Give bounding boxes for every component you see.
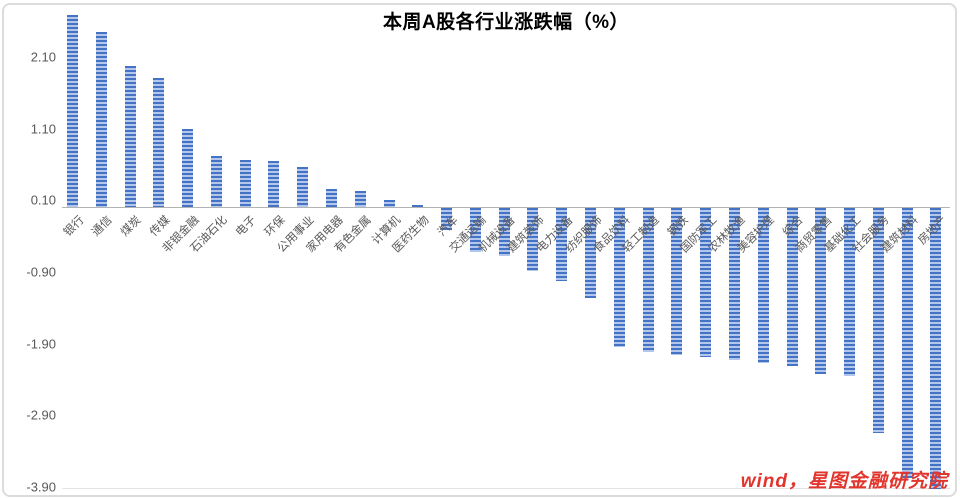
- category-label: 通信: [90, 214, 115, 239]
- bar: [613, 208, 625, 348]
- bar: [441, 208, 453, 230]
- y-axis-tick-label: 1.10: [30, 121, 56, 137]
- bar: [527, 208, 539, 272]
- bar: [469, 208, 481, 252]
- bar: [585, 208, 597, 298]
- bar: [153, 77, 165, 208]
- bar: [268, 160, 280, 208]
- bar: [124, 66, 136, 208]
- bar: [642, 208, 654, 353]
- bar: [67, 15, 78, 208]
- bar: [210, 156, 222, 208]
- bar: [844, 208, 856, 376]
- bar: [239, 160, 251, 208]
- y-axis-tick-label: -0.90: [26, 264, 56, 280]
- category-label: 电子: [234, 214, 259, 239]
- bar: [383, 200, 395, 208]
- y-axis-tick-label: 2.10: [30, 49, 56, 65]
- bar: [297, 166, 309, 208]
- bar: [901, 208, 913, 478]
- x-axis-zero-line: [62, 206, 950, 209]
- bar: [556, 208, 568, 281]
- y-axis-tick-label: -3.90: [26, 479, 56, 495]
- plot-bottom-border: [62, 488, 950, 490]
- bar: [786, 208, 798, 366]
- bar: [498, 208, 510, 257]
- bar: [757, 208, 769, 363]
- y-axis-tick-label: 0.10: [30, 192, 56, 208]
- bar: [872, 208, 884, 434]
- bar: [815, 208, 827, 375]
- watermark-source-text: wind，星图金融研究院: [740, 471, 948, 492]
- bar: [671, 208, 683, 356]
- bar: [326, 189, 338, 208]
- bar: [182, 129, 194, 208]
- y-axis-tick-label: -2.90: [26, 407, 56, 423]
- bar: [700, 208, 712, 357]
- bar: [930, 208, 942, 490]
- category-label: 银行: [61, 214, 87, 239]
- y-axis-tick-label: -1.90: [26, 336, 56, 352]
- chart-title: 本周A股各行业涨跌幅（%）: [382, 12, 630, 33]
- bar: [412, 205, 424, 208]
- bar: [354, 190, 366, 208]
- bar: [728, 208, 740, 361]
- category-label: 煤炭: [118, 214, 144, 239]
- bar: [95, 31, 107, 208]
